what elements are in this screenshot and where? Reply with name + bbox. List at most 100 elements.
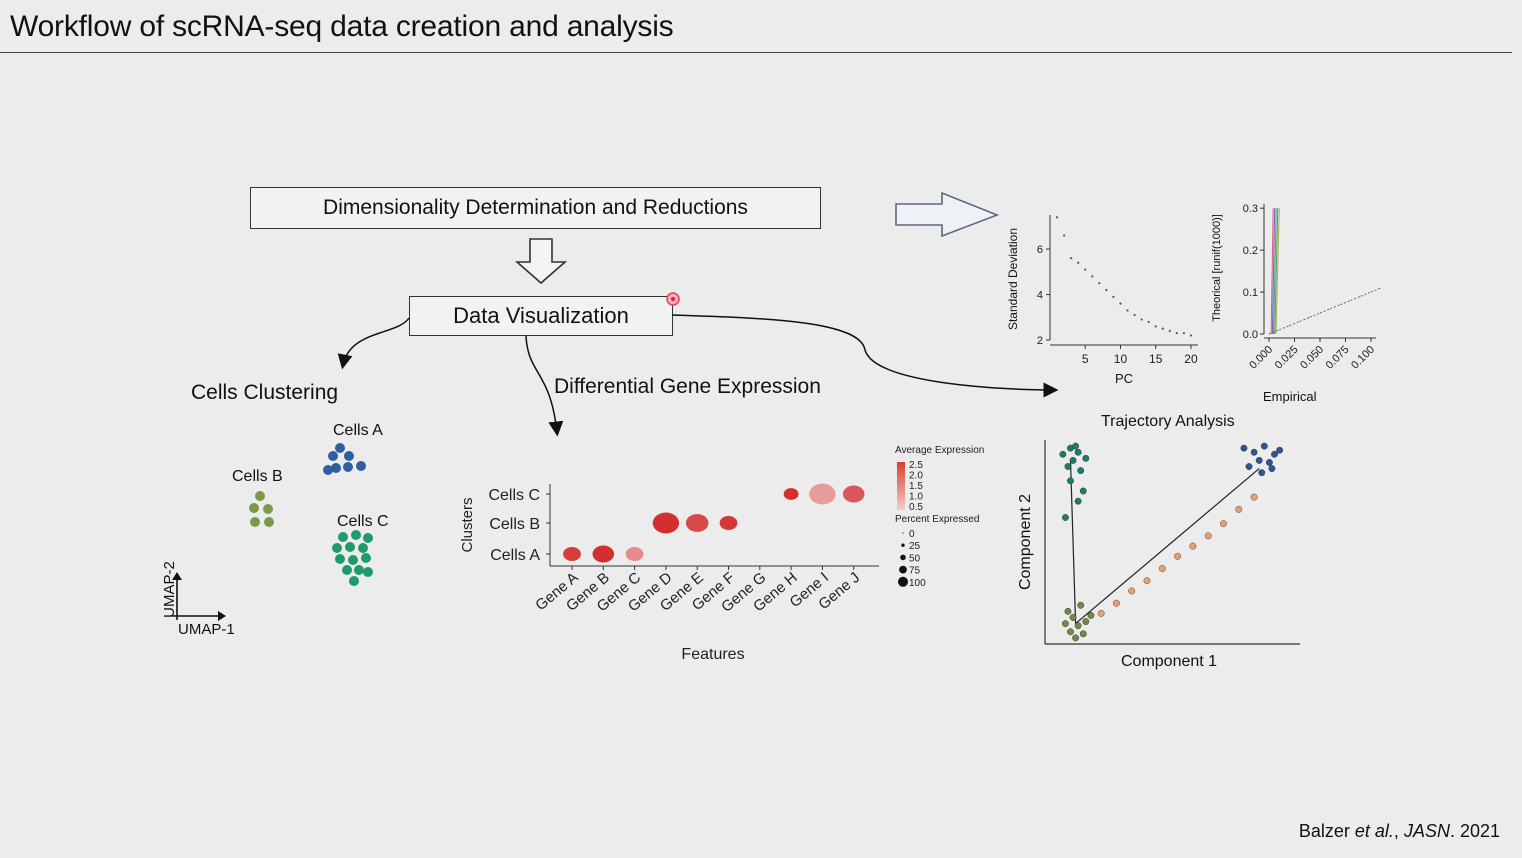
cells-c-dot — [332, 543, 342, 553]
qq-xtick-label: 0.050 — [1298, 344, 1326, 372]
legend-percent-tick: 75 — [909, 566, 921, 577]
qq-diagonal-segment — [1279, 325, 1290, 331]
legend-size-dot — [899, 565, 907, 574]
traj-point — [1204, 532, 1212, 540]
qq-ylabel: Theorical [runif(1000)] — [1210, 214, 1223, 322]
arrow-to-clustering — [337, 317, 410, 370]
traj-point — [1079, 630, 1087, 638]
cluster-label-a: Cells A — [333, 422, 383, 439]
citation: Balzer et al., JASN. 2021 — [1299, 821, 1500, 842]
cells-a-dot — [344, 451, 354, 461]
cells-b-dot — [264, 517, 274, 527]
cells-c-dot — [335, 554, 345, 564]
elbow-point — [1119, 302, 1122, 305]
traj-branch-2 — [1075, 468, 1260, 625]
cells-c-dot — [345, 542, 355, 552]
qq-xtick-label: 0.025 — [1273, 344, 1301, 372]
dot-point — [783, 488, 799, 500]
cells-c-dot — [351, 530, 361, 540]
traj-point — [1250, 448, 1258, 456]
cells-c-dot — [349, 576, 359, 586]
elbow-ylabel: Standard Deviation — [1006, 227, 1021, 331]
traj-point — [1069, 456, 1077, 464]
qq-pc-line — [1270, 208, 1274, 335]
traj-point — [1082, 454, 1090, 462]
qq-ytick-label: 0.3 — [1243, 203, 1258, 215]
cells-a-dot — [343, 462, 353, 472]
elbow-point — [1077, 261, 1080, 264]
traj-ylabel: Component 2 — [1017, 493, 1035, 591]
legend-expression-tick: 0.5 — [909, 502, 923, 513]
elbow-point — [1112, 295, 1115, 298]
legend-colorbar — [897, 462, 905, 510]
traj-point — [1220, 520, 1227, 528]
traj-point — [1064, 463, 1072, 470]
cells-clustering-label: Cells Clustering — [191, 381, 339, 404]
elbow-ytick-label: 6 — [1037, 244, 1043, 256]
hollow-right-arrow — [895, 191, 1000, 238]
traj-point — [1255, 456, 1263, 464]
cells-c-dot — [358, 543, 368, 553]
dot-point — [685, 514, 709, 532]
arrow-to-trajectory — [671, 314, 1059, 398]
traj-xlabel: Component 1 — [1121, 653, 1218, 670]
traj-point — [1276, 446, 1283, 454]
elbow-xtick-label: 5 — [1082, 352, 1089, 366]
qq-xtick-label: 0.075 — [1324, 344, 1352, 372]
qq-diagonal-segment — [1319, 308, 1331, 314]
slide-title: Workflow of scRNA-seq data creation and … — [10, 10, 674, 43]
traj-point — [1240, 444, 1248, 452]
dot-row-label: Cells C — [488, 487, 540, 504]
qq-diagonal-segment — [1350, 295, 1361, 301]
traj-point — [1067, 477, 1074, 485]
elbow-point — [1168, 329, 1171, 333]
dot-ylabel: Clusters — [459, 497, 476, 552]
legend-percent-tick: 100 — [909, 578, 926, 589]
qq-pc-line — [1271, 208, 1276, 335]
elbow-point — [1055, 216, 1059, 219]
traj-point — [1250, 493, 1258, 501]
traj-point — [1067, 628, 1074, 636]
qq-diagonal-segment — [1329, 304, 1341, 310]
arrow-to-dge — [525, 335, 564, 437]
traj-point — [1097, 609, 1105, 617]
traj-point — [1064, 607, 1072, 615]
legend-size-dot — [898, 576, 908, 587]
citation-journal: JASN — [1403, 821, 1450, 841]
elbow-point — [1161, 327, 1164, 330]
cells-b-dot — [255, 491, 265, 501]
cells-b-dot — [263, 504, 273, 514]
legend-percent-tick: 25 — [909, 541, 921, 552]
umap-y-arrowhead — [172, 572, 182, 580]
umap-x-arrowhead — [218, 611, 226, 621]
qq-diagonal-segment — [1309, 312, 1321, 318]
dot-point — [625, 546, 644, 562]
elbow-point — [1105, 288, 1108, 292]
legend-size-dot — [901, 543, 905, 547]
qq-diagonal-segment — [1340, 299, 1351, 306]
cells-c-dot — [361, 553, 371, 563]
traj-point — [1074, 497, 1082, 505]
traj-point — [1128, 587, 1136, 595]
dimensionality-label: Dimensionality Determination and Reducti… — [323, 196, 748, 219]
dot-row-label: Cells B — [489, 516, 540, 533]
legend-expression-title: Average Expression — [895, 445, 984, 456]
elbow-xtick-label: 15 — [1149, 352, 1163, 366]
legend-expression-tick: 2.5 — [909, 460, 923, 471]
traj-point — [1082, 618, 1090, 625]
cells-c-dot — [363, 567, 373, 577]
qq-ytick-label: 0.0 — [1243, 329, 1258, 341]
cells-c-dot — [342, 565, 352, 575]
traj-point — [1077, 467, 1085, 474]
dot-point — [592, 545, 615, 563]
elbow-point — [1182, 332, 1186, 335]
dot-xlabel: Features — [681, 646, 744, 663]
traj-point — [1072, 634, 1079, 642]
dot-point — [809, 483, 836, 505]
traj-point — [1143, 577, 1151, 585]
data-visualization-box: Data Visualization — [409, 296, 673, 336]
citation-year: . 2021 — [1449, 821, 1500, 841]
cluster-label-b: Cells B — [232, 468, 283, 485]
elbow-ytick-label: 2 — [1037, 335, 1043, 347]
